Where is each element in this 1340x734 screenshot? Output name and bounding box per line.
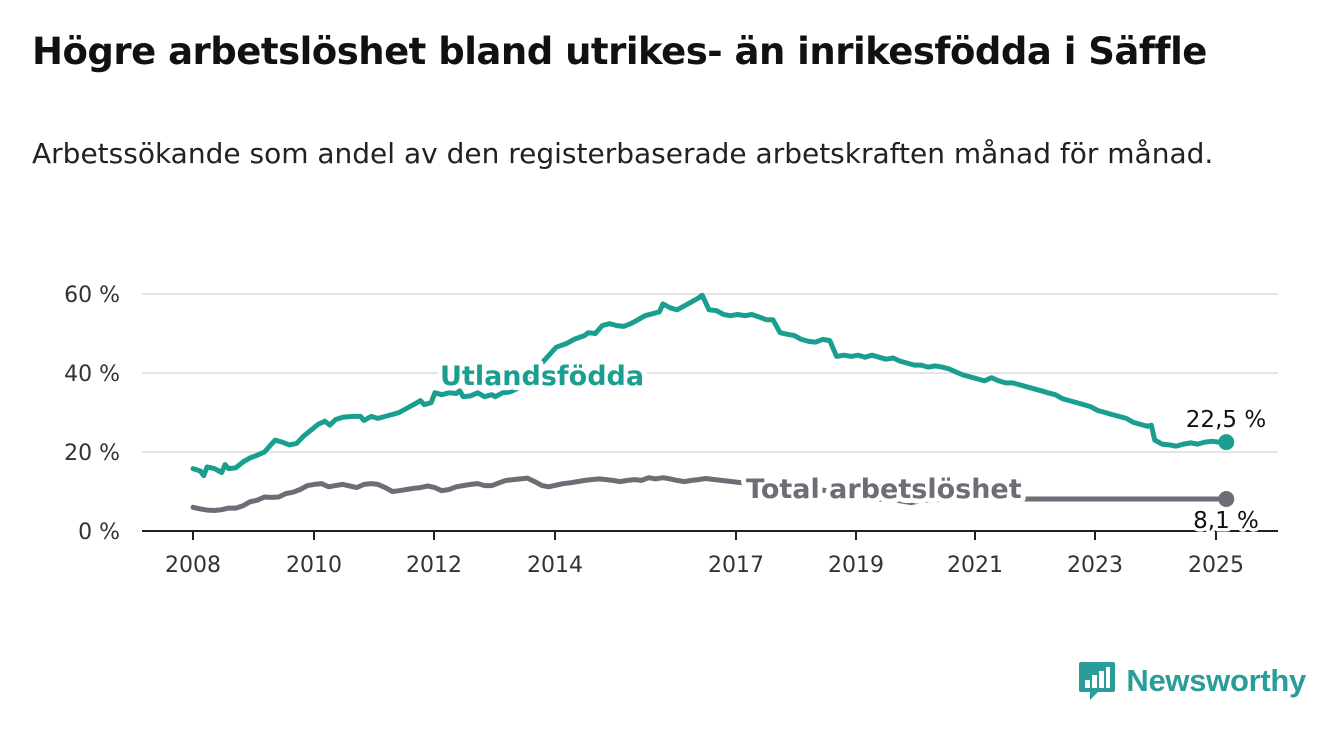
bar-chart-logo-icon xyxy=(1079,662,1116,700)
series-end-point xyxy=(1218,434,1235,451)
brand: Newsworthy xyxy=(1078,660,1306,702)
y-tick-label: 40 % xyxy=(64,362,120,387)
brand-name: Newsworthy xyxy=(1126,663,1306,698)
grid-lines xyxy=(142,293,1278,453)
x-tick-label: 2010 xyxy=(286,553,342,578)
x-tick-label: 2021 xyxy=(947,553,1003,578)
x-tick-label: 2019 xyxy=(828,553,884,578)
end-value-halo: 22,5 % xyxy=(1186,407,1266,433)
page-title: Högre arbetslöshet bland utrikes- än inr… xyxy=(32,30,1207,73)
series-lines xyxy=(190,292,1235,513)
x-axis xyxy=(142,530,1278,540)
end-value-label: 8,1 % xyxy=(1193,508,1259,534)
x-tick-label: 2012 xyxy=(406,553,462,578)
y-tick-label: 60 % xyxy=(64,283,120,308)
x-tick-label: 2025 xyxy=(1188,553,1244,578)
chart-labels: 0 % 20 % 40 % 60 % 2008 2010 2012 2014 2017 2019 2… xyxy=(64,283,1270,578)
x-tick-label: 2014 xyxy=(527,553,583,578)
chart-subtitle: Arbetssökande som andel av den registerb… xyxy=(32,137,1214,170)
series-line-utlandsfodda xyxy=(190,292,1229,479)
series-label: Utlandsfödda xyxy=(440,361,644,392)
y-tick-label: 0 % xyxy=(78,520,120,545)
x-tick-label: 2017 xyxy=(708,553,764,578)
series-end-point xyxy=(1218,491,1235,508)
series-label-halo: Utlandsfödda xyxy=(440,361,644,392)
x-tick-label: 2008 xyxy=(165,553,221,578)
series-label: Total arbetslöshet xyxy=(746,474,1022,505)
end-value-label: 22,5 % xyxy=(1186,407,1266,433)
y-tick-label: 20 % xyxy=(64,441,120,466)
end-value-halo: 8,1 % xyxy=(1193,508,1259,534)
series-label-halo: Total arbetslöshet xyxy=(746,474,1022,505)
x-tick-label: 2023 xyxy=(1067,553,1123,578)
series-line-total xyxy=(190,475,1229,513)
